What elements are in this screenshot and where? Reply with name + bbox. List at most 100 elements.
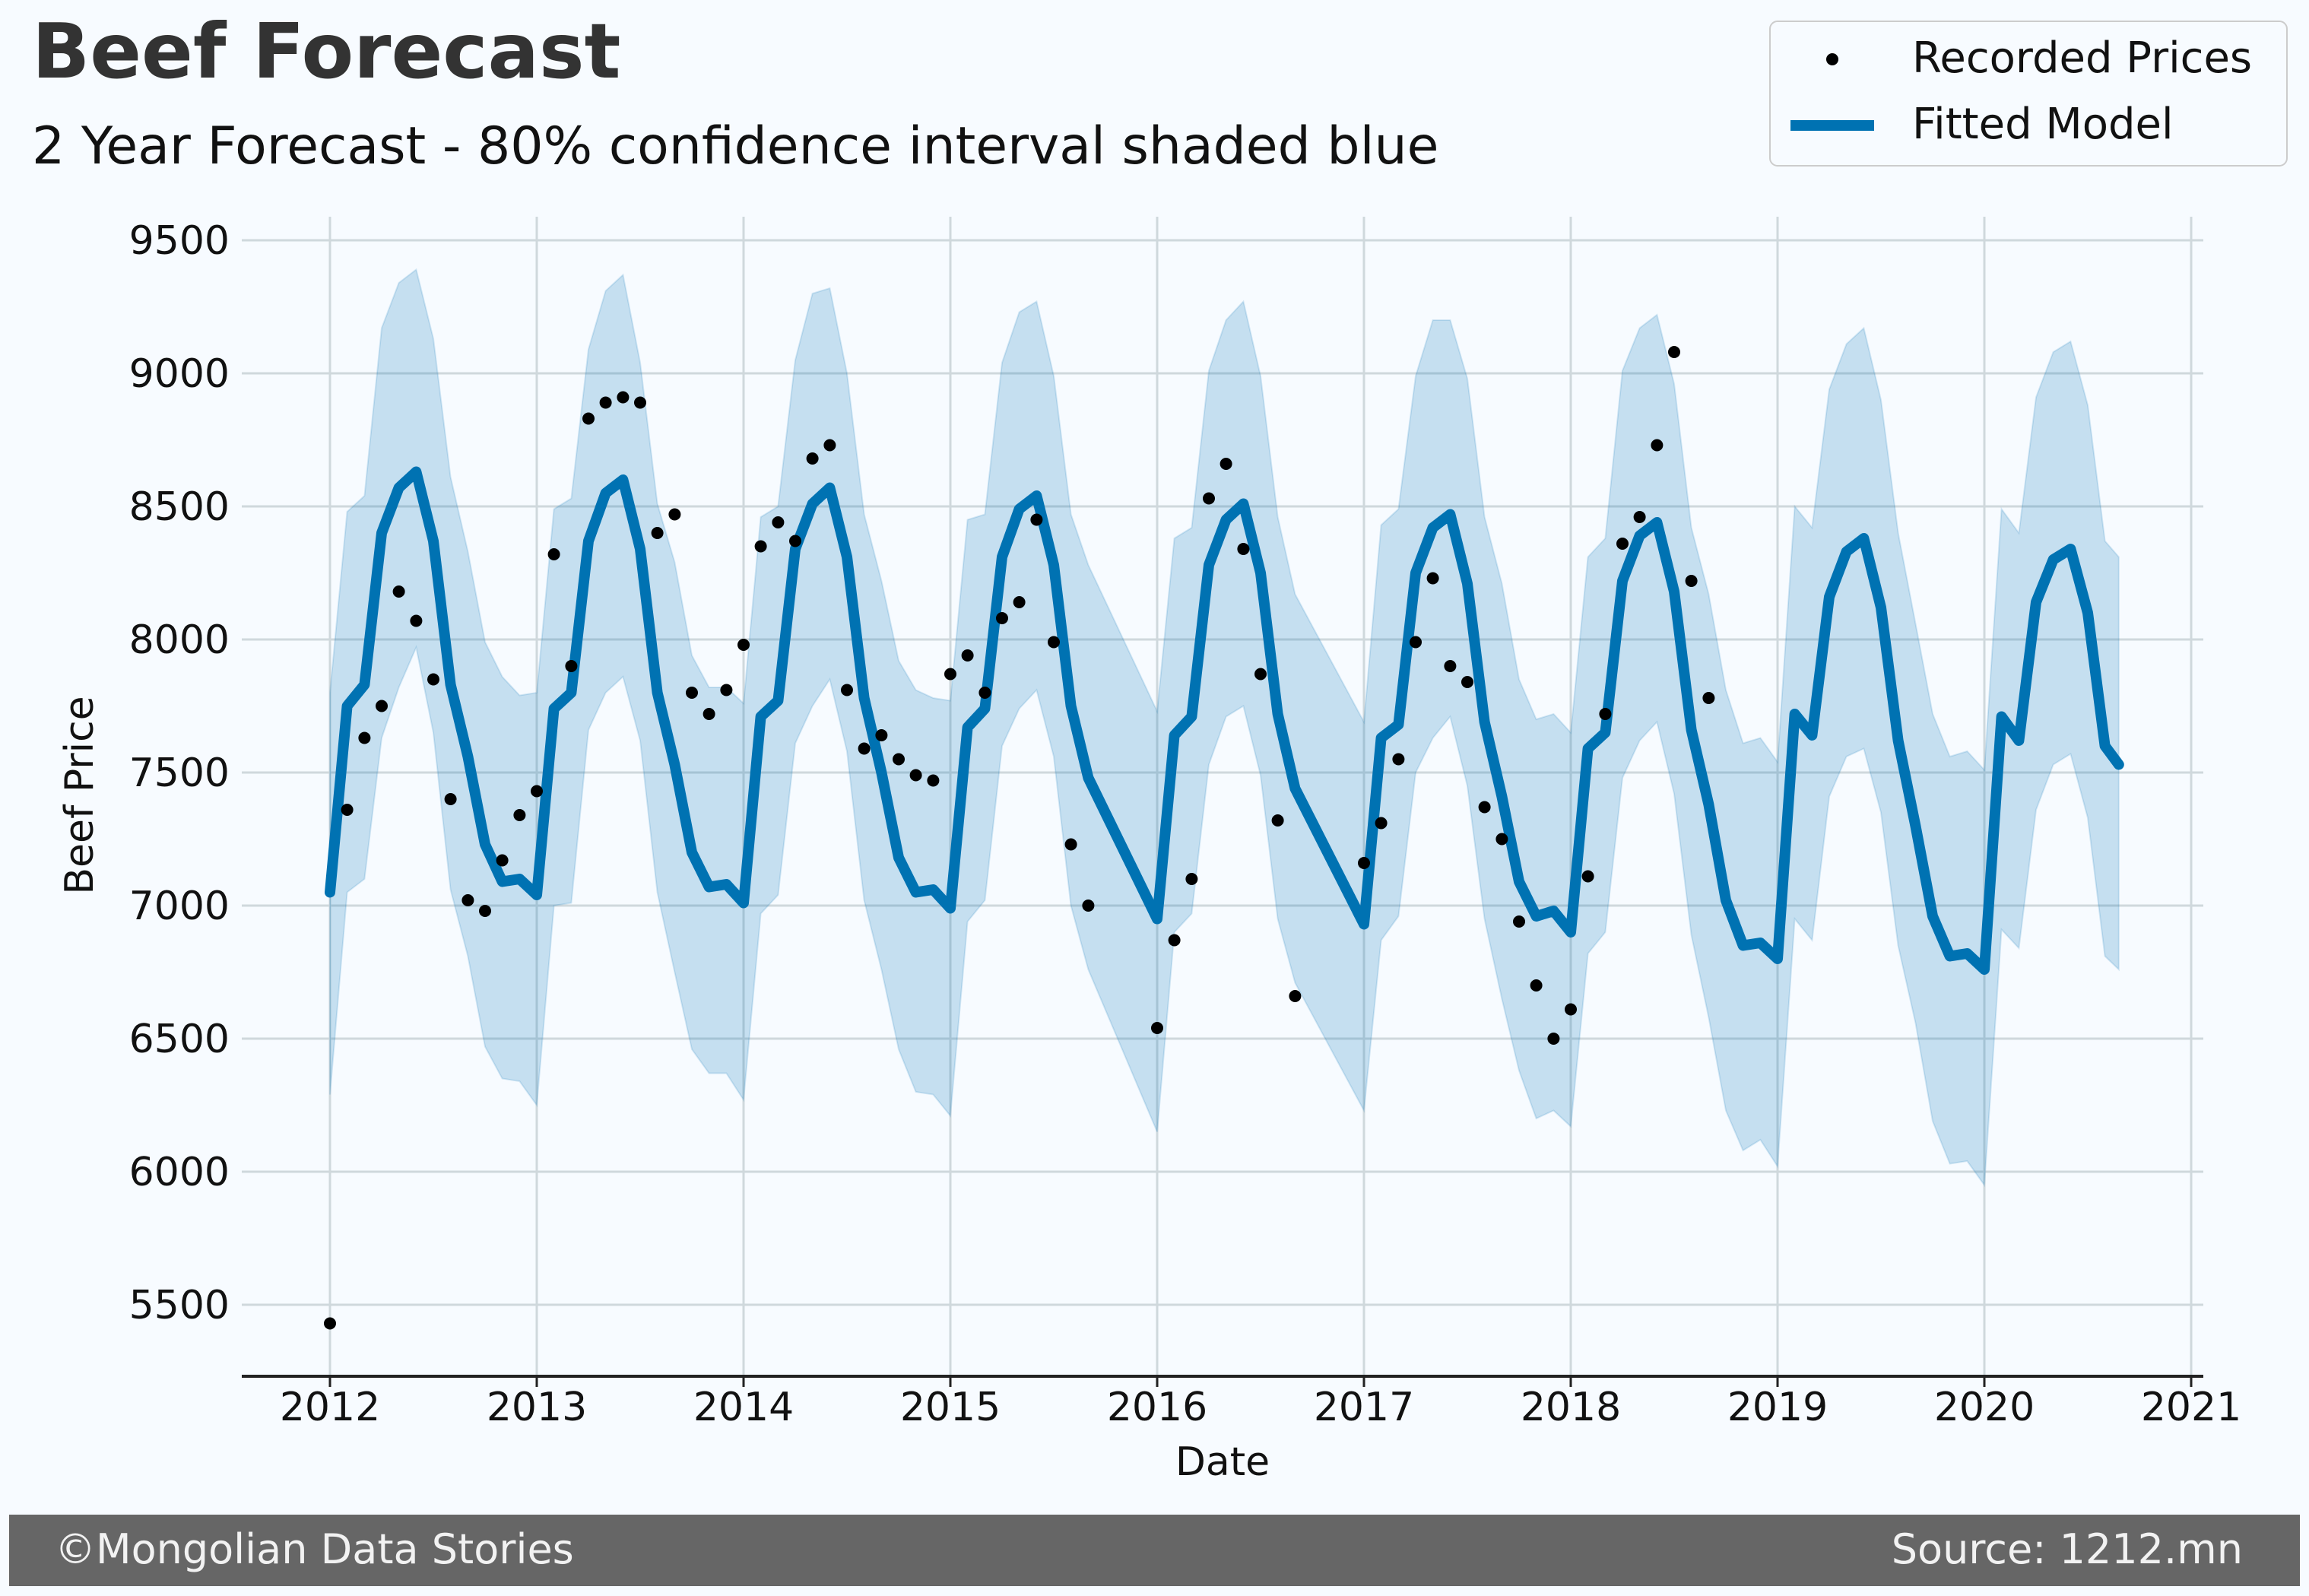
y-tick-label: 8000	[129, 617, 230, 663]
recorded-price-point	[479, 905, 491, 917]
x-tick-label: 2021	[2141, 1385, 2241, 1430]
recorded-price-point	[565, 660, 578, 672]
recorded-price-point	[1633, 511, 1646, 523]
footer-bar	[9, 1515, 2300, 1586]
recorded-price-point	[1668, 346, 1680, 358]
recorded-price-point	[1461, 676, 1473, 688]
recorded-price-point	[875, 729, 888, 741]
recorded-price-point	[392, 585, 405, 598]
fitted-model-layer	[325, 466, 2124, 975]
recorded-price-point	[1478, 801, 1491, 814]
recorded-price-point	[1203, 492, 1215, 505]
legend-marker-recorded-prices	[1826, 53, 1838, 65]
x-tick-label: 2015	[900, 1385, 1001, 1430]
recorded-price-point	[1271, 814, 1284, 827]
recorded-price-point	[961, 649, 974, 662]
recorded-price-point	[668, 508, 681, 521]
recorded-price-point	[703, 708, 715, 720]
recorded-price-point	[324, 1317, 336, 1330]
x-tick-label: 2014	[693, 1385, 794, 1430]
fitted-model-line	[325, 466, 2124, 975]
x-tick-label: 2019	[1727, 1385, 1828, 1430]
recorded-price-point	[1547, 1033, 1560, 1045]
recorded-price-point	[461, 894, 474, 906]
recorded-price-point	[1513, 915, 1525, 928]
recorded-price-point	[1375, 817, 1388, 830]
recorded-price-point	[1168, 934, 1181, 947]
recorded-price-point	[1358, 857, 1370, 869]
recorded-price-point	[789, 535, 801, 547]
footer-credit: ©Mongolian Data Stories	[55, 1525, 574, 1573]
recorded-price-point	[1220, 458, 1232, 470]
recorded-prices-layer	[324, 346, 1715, 1330]
recorded-price-point	[806, 452, 819, 465]
recorded-price-point	[1616, 538, 1629, 550]
recorded-price-point	[1444, 660, 1457, 672]
recorded-price-point	[996, 612, 1008, 624]
recorded-price-point	[1685, 575, 1698, 587]
recorded-price-point	[599, 396, 612, 409]
legend: Recorded Prices Fitted Model	[1769, 21, 2288, 167]
recorded-price-point	[427, 673, 439, 686]
recorded-price-point	[909, 769, 922, 782]
recorded-price-point	[444, 793, 457, 805]
recorded-price-point	[1426, 572, 1439, 585]
y-tick-label: 9000	[129, 351, 230, 397]
recorded-price-point	[531, 785, 543, 798]
x-tick-label: 2012	[280, 1385, 380, 1430]
y-tick-label: 6500	[129, 1017, 230, 1062]
recorded-price-point	[720, 684, 733, 696]
recorded-price-point	[1565, 1003, 1577, 1016]
recorded-price-point	[410, 614, 423, 627]
legend-box	[1769, 21, 2288, 167]
recorded-price-point	[341, 804, 354, 816]
recorded-price-point	[823, 439, 836, 452]
recorded-price-point	[1237, 543, 1250, 555]
recorded-price-point	[1064, 838, 1077, 851]
x-axis-label: Date	[1175, 1439, 1270, 1485]
grid-lines	[242, 217, 2203, 1376]
recorded-price-point	[1289, 990, 1302, 1002]
recorded-price-point	[547, 548, 560, 560]
recorded-price-point	[841, 684, 853, 696]
y-tick-label: 7000	[129, 884, 230, 929]
axes	[242, 1375, 2203, 1387]
y-tick-label: 8500	[129, 484, 230, 530]
recorded-price-point	[686, 687, 698, 699]
recorded-price-point	[1530, 979, 1543, 992]
confidence-band-layer	[329, 268, 2120, 1188]
chart-title: Beef Forecast	[32, 7, 620, 96]
recorded-price-point	[944, 668, 956, 681]
y-tick-label: 6000	[129, 1150, 230, 1195]
recorded-price-point	[927, 774, 940, 787]
tick-labels: 5500 6000 6500 7000 7500 8000 8500 9000 9500 2012…	[129, 218, 2242, 1430]
recorded-price-point	[1013, 596, 1026, 608]
recorded-price-point	[617, 391, 630, 404]
recorded-price-point	[1082, 900, 1095, 912]
recorded-price-point	[376, 700, 388, 712]
recorded-price-point	[1581, 870, 1594, 883]
recorded-price-point	[754, 540, 767, 553]
legend-entry-recorded-prices: Recorded Prices	[1912, 33, 2252, 83]
legend-entry-fitted-model: Fitted Model	[1912, 100, 2174, 149]
recorded-price-point	[1254, 668, 1267, 681]
y-axis-label: Beef Price	[57, 696, 103, 894]
y-tick-label: 5500	[129, 1283, 230, 1328]
footer-source: Source: 1212.mn	[1892, 1525, 2243, 1573]
recorded-price-point	[1185, 873, 1198, 885]
x-tick-label: 2017	[1314, 1385, 1414, 1430]
recorded-price-point	[978, 687, 991, 699]
recorded-price-point	[1410, 636, 1422, 649]
chart-subtitle: 2 Year Forecast - 80% confidence interva…	[32, 116, 1438, 176]
recorded-price-point	[1151, 1022, 1163, 1034]
x-tick-label: 2016	[1107, 1385, 1207, 1430]
recorded-price-point	[737, 639, 750, 651]
recorded-price-point	[1495, 833, 1508, 846]
recorded-price-point	[582, 412, 595, 425]
recorded-price-point	[1702, 692, 1715, 704]
recorded-price-point	[513, 809, 526, 821]
y-tick-label: 7500	[129, 750, 230, 796]
x-tick-label: 2018	[1521, 1385, 1621, 1430]
recorded-price-point	[496, 854, 509, 867]
